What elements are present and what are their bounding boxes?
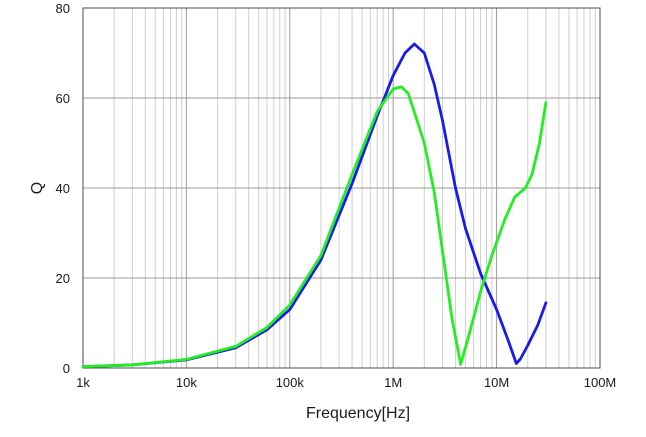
x-tick-label: 10k — [176, 375, 197, 390]
y-tick-label: 20 — [56, 271, 70, 286]
x-tick-label: 10M — [484, 375, 509, 390]
plot-frame — [82, 7, 601, 369]
x-tick-label: 100k — [276, 375, 305, 390]
y-tick-label: 40 — [56, 181, 70, 196]
y-tick-label: 80 — [56, 1, 70, 16]
series-line-2 — [81, 85, 548, 368]
grid — [82, 7, 600, 369]
y-tick-label: 0 — [63, 361, 70, 376]
x-tick-label: 1M — [384, 375, 402, 390]
series-layer — [81, 42, 548, 368]
y-tick-label: 60 — [56, 91, 70, 106]
series-line-1 — [81, 42, 548, 368]
y-tick-labels: 0 20 40 60 80 — [56, 1, 70, 376]
x-tick-label: 1k — [76, 375, 90, 390]
x-tick-label: 100M — [584, 375, 617, 390]
x-axis-label: Frequency[Hz] — [306, 405, 410, 422]
y-axis-label: Q — [29, 182, 46, 194]
x-tick-labels: 1k 10k 100k 1M 10M 100M — [76, 375, 616, 390]
